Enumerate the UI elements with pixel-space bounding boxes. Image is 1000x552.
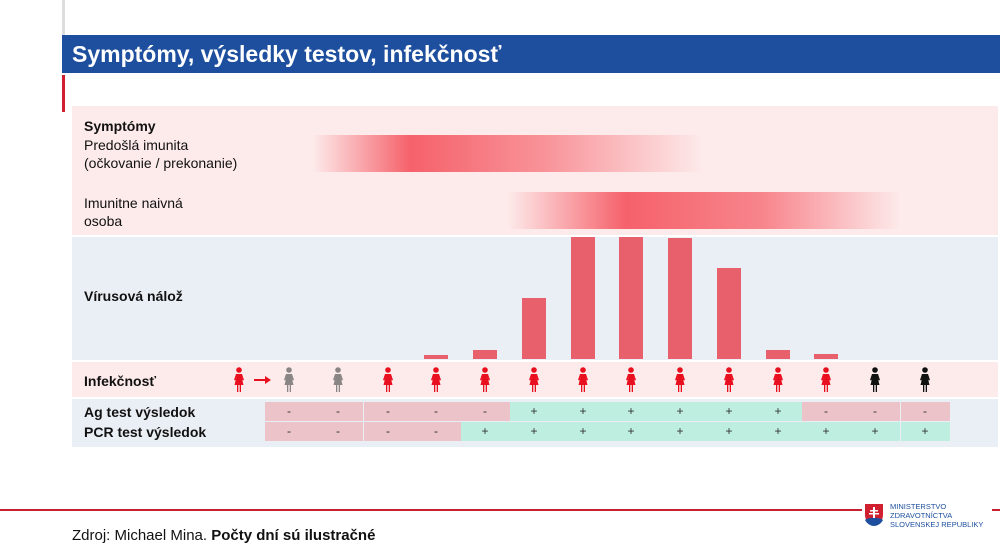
immune-label-2: (očkovanie / prekonanie) <box>84 155 238 171</box>
person-icon <box>920 367 930 392</box>
accent-mark <box>62 75 65 112</box>
pcr-test-cell: + <box>801 422 851 441</box>
ag-test-cell: - <box>363 402 413 421</box>
pcr-test-cell: + <box>460 422 510 441</box>
naive-label-2: osoba <box>84 213 123 229</box>
viral-load-bar <box>766 350 790 359</box>
pcr-test-cell: + <box>509 422 559 441</box>
ag-test-cell: + <box>558 402 608 421</box>
ministry-logo: MINISTERSTVO ZDRAVOTNÍCTVA SLOVENSKEJ RE… <box>862 500 992 530</box>
person-icon <box>431 367 441 392</box>
person-icon <box>821 367 831 392</box>
viral-load-bar <box>717 267 741 359</box>
ag-test-cell: + <box>509 402 559 421</box>
pcr-test-cell: - <box>411 422 461 441</box>
pcr-test-cell: + <box>655 422 705 441</box>
person-icon <box>480 367 490 392</box>
viral-load-bar <box>668 238 692 359</box>
person-icon <box>383 367 393 392</box>
footer-source: Zdroj: Michael Mina. Počty dní sú ilustr… <box>72 527 375 544</box>
naive-symptom-gradient <box>508 192 900 229</box>
viral-load-bar <box>473 350 497 359</box>
source-text: Zdroj: Michael Mina. <box>72 527 212 544</box>
immune-symptom-gradient <box>313 135 703 172</box>
pcr-test-label: PCR test výsledok <box>84 424 207 440</box>
viral-load-label: Vírusová nálož <box>84 288 183 304</box>
ag-test-cell: - <box>850 402 900 421</box>
pcr-test-cell: - <box>363 422 413 441</box>
person-icon <box>870 367 880 392</box>
ag-test-cell: + <box>753 402 803 421</box>
divider <box>62 0 65 35</box>
pcr-test-cell: + <box>753 422 803 441</box>
ag-test-cell: - <box>900 402 950 421</box>
pcr-test-cell: + <box>606 422 656 441</box>
ag-test-cell: + <box>655 402 705 421</box>
infectiousness-label: Infekčnosť <box>84 373 157 389</box>
logo-line-3: SLOVENSKEJ REPUBLIKY <box>890 520 984 529</box>
pcr-test-cell: + <box>558 422 608 441</box>
coat-of-arms-icon <box>865 504 883 526</box>
logo-line-1: MINISTERSTVO <box>890 502 947 511</box>
page-title: Symptómy, výsledky testov, infekčnosť <box>62 35 1000 73</box>
viral-load-bar <box>619 237 643 359</box>
person-icon <box>284 367 294 392</box>
ag-test-cell: - <box>313 402 363 421</box>
ag-test-cell: - <box>801 402 851 421</box>
viral-load-bar <box>424 355 448 359</box>
ag-test-cell: - <box>264 402 314 421</box>
person-icon <box>773 367 783 392</box>
viral-load-bar <box>814 354 838 359</box>
person-icon <box>578 367 588 392</box>
divider <box>0 509 1000 511</box>
person-icon <box>333 367 343 392</box>
viral-load-bar <box>571 237 595 359</box>
pcr-test-cell: + <box>900 422 950 441</box>
symptoms-title: Symptómy <box>84 118 156 134</box>
person-icon <box>724 367 734 392</box>
person-icon <box>626 367 636 392</box>
person-icon <box>234 367 244 392</box>
naive-label: Imunitne naivná <box>84 195 183 211</box>
viral-load-bar <box>522 298 546 359</box>
person-icon <box>529 367 539 392</box>
pcr-test-cell: + <box>850 422 900 441</box>
ag-test-cell: + <box>606 402 656 421</box>
logo-line-2: ZDRAVOTNÍCTVA <box>890 511 953 520</box>
footer-note: Počty dní sú ilustračné <box>211 527 376 544</box>
pcr-test-cell: - <box>313 422 363 441</box>
person-icon <box>675 367 685 392</box>
ag-test-cell: - <box>460 402 510 421</box>
arrow-icon <box>254 376 271 384</box>
pcr-test-cell: - <box>264 422 314 441</box>
ag-test-label: Ag test výsledok <box>84 404 196 420</box>
pcr-test-cell: + <box>704 422 754 441</box>
immune-label: Predošlá imunita <box>84 137 189 153</box>
ag-test-cell: + <box>704 402 754 421</box>
ag-test-cell: - <box>411 402 461 421</box>
